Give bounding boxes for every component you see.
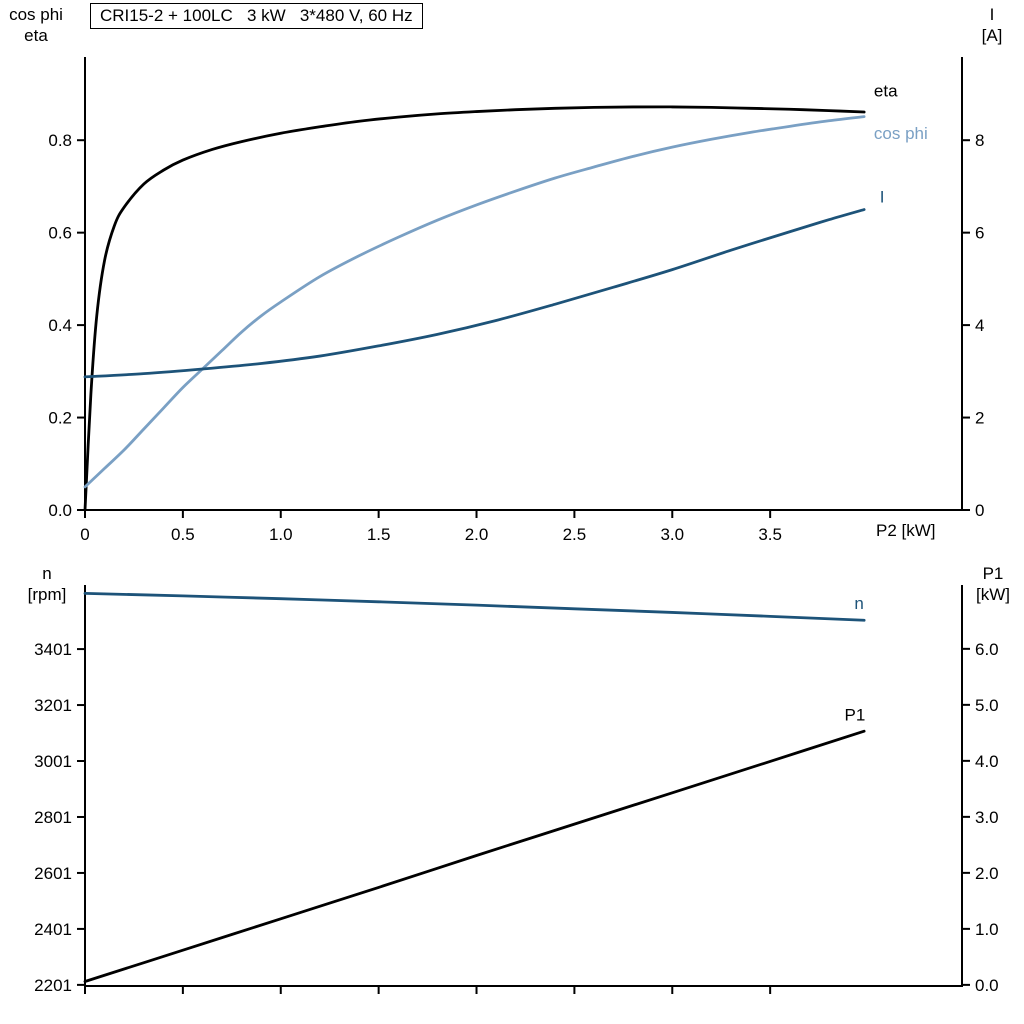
chart-title-box: CRI15-2 + 100LC 3 kW 3*480 V, 60 Hz: [90, 3, 423, 29]
curve-label-P1: P1: [845, 706, 866, 725]
left-tick-label: 0.6: [48, 224, 72, 243]
curve-label-eta: eta: [874, 81, 898, 100]
left-tick-label: 0.4: [48, 316, 72, 335]
curve-label-cos-phi: cos phi: [874, 124, 928, 143]
right-tick-label: 0.0: [975, 976, 999, 995]
right-tick-label: 4.0: [975, 752, 999, 771]
left-tick-label: 2201: [34, 976, 72, 995]
left-axis-title-line2: eta: [24, 26, 48, 45]
right-tick-label: 0: [975, 501, 984, 520]
right-tick-label: 2.0: [975, 864, 999, 883]
left-tick-label: 2601: [34, 864, 72, 883]
right-axis-title-line1: I: [989, 5, 995, 24]
curve-I: [83, 208, 866, 379]
left-tick-label: 3401: [34, 640, 72, 659]
left-tick-label: 2401: [34, 920, 72, 939]
bottom-right-axis-title: P1 [kW]: [962, 563, 1024, 605]
left-tick-label: 3201: [34, 696, 72, 715]
right-tick-label: 5.0: [975, 696, 999, 715]
x-tick-label: 3.0: [660, 525, 684, 544]
left-tick-label: 3001: [34, 752, 72, 771]
curve-P1: [83, 729, 866, 983]
curve-eta: [83, 105, 866, 512]
right-tick-label: 6.0: [975, 640, 999, 659]
left-tick-label: 0.8: [48, 131, 72, 150]
right-tick-label: 6: [975, 224, 984, 243]
x-tick-label: 0.5: [171, 525, 195, 544]
left-tick-label: 0.2: [48, 409, 72, 428]
bottom-left-axis-title: n [rpm]: [8, 563, 86, 605]
power-axis-title-line2: [kW]: [976, 585, 1010, 604]
x-tick-label: 1.5: [367, 525, 391, 544]
right-tick-label: 2: [975, 409, 984, 428]
speed-axis-title-line1: n: [42, 564, 52, 583]
x-tick-label: 2.0: [465, 525, 489, 544]
x-axis-label: P2 [kW]: [876, 521, 936, 540]
x-tick-label: 0: [80, 525, 89, 544]
left-tick-label: 0.0: [48, 501, 72, 520]
right-tick-label: 3.0: [975, 808, 999, 827]
right-axis-title-line2: [A]: [981, 26, 1003, 45]
x-tick-label: 3.5: [758, 525, 782, 544]
right-tick-label: 1.0: [975, 920, 999, 939]
speed-axis-title-line2: [rpm]: [27, 585, 67, 604]
left-tick-label: 2801: [34, 808, 72, 827]
power-axis-title-line1: P1: [982, 564, 1004, 583]
curve-n: [83, 591, 866, 622]
right-tick-label: 4: [975, 316, 984, 335]
top-left-axis-title: cos phi eta: [0, 4, 72, 46]
curve-label-n: n: [854, 594, 863, 613]
right-tick-label: 8: [975, 131, 984, 150]
left-axis-title-line1: cos phi: [9, 5, 63, 24]
x-tick-label: 2.5: [563, 525, 587, 544]
top-right-axis-title: I [A]: [964, 4, 1020, 46]
x-tick-label: 1.0: [269, 525, 293, 544]
curve-label-I: I: [880, 188, 885, 207]
curve-cos-phi: [83, 115, 866, 489]
